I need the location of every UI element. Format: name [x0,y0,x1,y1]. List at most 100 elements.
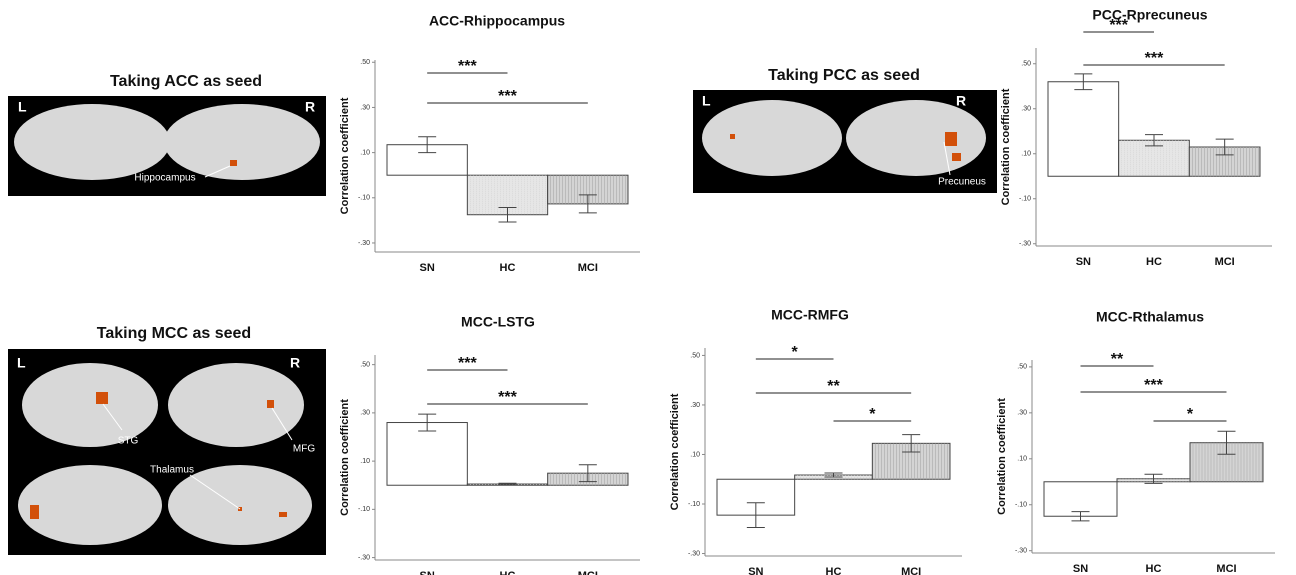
x-tick-label: MCI [901,566,921,575]
y-tick-label: .50 [360,361,370,368]
hemisphere-label: R [290,355,300,371]
y-tick-label: .10 [360,149,370,156]
y-axis-label: Correlation coefficient [1000,88,1012,205]
y-tick-label: -.10 [1019,196,1031,203]
y-axis-label: Correlation coefficient [996,398,1008,515]
y-tick-label: .10 [1017,456,1027,463]
brain [14,104,170,180]
significance-label: * [869,406,876,423]
y-tick-label: -.10 [688,501,700,508]
significance-label: *** [1145,50,1164,67]
y-tick-label: -.30 [1015,548,1027,555]
hemisphere-label: R [305,99,315,115]
significance-label: * [1187,406,1194,423]
bar [386,144,468,176]
panel-title: Taking PCC as seed [768,67,920,84]
region-label: Precuneus [938,177,986,188]
region-label: Thalamus [150,465,194,476]
region-label: STG [118,436,139,447]
y-tick-label: .10 [360,458,370,465]
x-tick-label: MCI [578,570,598,575]
brain [18,465,162,545]
significance-label: ** [1111,351,1124,368]
bar [386,422,468,486]
chart-title: PCC-Rprecuneus [1092,7,1207,23]
region-label: Hippocampus [134,173,195,184]
hemisphere-label: L [18,99,27,115]
x-tick-label: HC [826,566,842,575]
y-tick-label: -.10 [1015,502,1027,509]
x-tick-label: SN [748,566,763,575]
x-tick-label: SN [1073,563,1088,575]
y-tick-label: .30 [360,104,370,111]
y-tick-label: -.30 [1019,241,1031,248]
bar [1043,481,1118,517]
cluster [279,512,287,517]
y-axis-label: Correlation coefficient [339,97,351,214]
brain [702,100,842,176]
pointer [271,407,293,441]
y-tick-label: -.30 [358,554,370,561]
y-tick-label: .30 [360,410,370,417]
brain [164,104,320,180]
x-tick-label: SN [420,262,435,274]
cluster [945,132,957,146]
panel-title: Taking ACC as seed [110,73,262,90]
significance-label: *** [1144,377,1163,394]
significance-label: ** [827,378,840,395]
y-tick-label: -.30 [358,240,370,247]
x-tick-label: MCI [1216,563,1236,575]
y-tick-label: .10 [690,451,700,458]
cluster [267,400,274,408]
hemisphere-label: R [956,93,966,109]
significance-label: *** [458,58,477,75]
y-axis-label: Correlation coefficient [339,399,351,516]
chart-title: MCC-RMFG [771,307,849,323]
significance-label: *** [1109,17,1128,34]
panel-title: Taking MCC as seed [97,325,251,342]
hemisphere-label: L [17,355,26,371]
y-tick-label: .10 [1021,151,1031,158]
cluster [730,134,735,139]
y-axis-label: Correlation coefficient [669,393,681,510]
x-tick-label: HC [1146,256,1162,268]
x-tick-label: MCI [1215,256,1235,268]
x-tick-label: HC [1146,563,1162,575]
y-tick-label: -.10 [358,195,370,202]
y-tick-label: .50 [690,352,700,359]
cluster [952,153,961,161]
y-tick-label: .50 [1017,364,1027,371]
x-tick-label: SN [1076,256,1091,268]
cluster [230,160,237,166]
y-tick-label: .30 [1021,106,1031,113]
pointer [943,141,951,176]
pointer [189,474,241,510]
y-tick-label: .30 [1017,410,1027,417]
y-tick-label: -.30 [688,550,700,557]
y-tick-label: .30 [690,402,700,409]
brain [22,363,158,447]
region-label: MFG [293,444,315,455]
significance-label: *** [498,88,517,105]
x-tick-label: HC [500,262,516,274]
brain [168,363,304,447]
chart-title: MCC-Rthalamus [1096,309,1204,325]
y-tick-label: -.10 [358,506,370,513]
pointer [204,165,231,178]
hemisphere-label: L [702,93,711,109]
x-tick-label: MCI [578,262,598,274]
brain [846,100,986,176]
chart-title: MCC-LSTG [461,314,535,330]
bar [1047,81,1120,177]
significance-label: * [792,344,799,361]
x-tick-label: HC [500,570,516,575]
significance-label: *** [458,355,477,372]
brain [168,465,312,545]
significance-label: *** [498,389,517,406]
cluster [30,505,39,519]
chart-title: ACC-Rhippocampus [429,13,565,29]
y-tick-label: .50 [360,59,370,66]
x-tick-label: SN [420,570,435,575]
cluster [96,392,108,404]
